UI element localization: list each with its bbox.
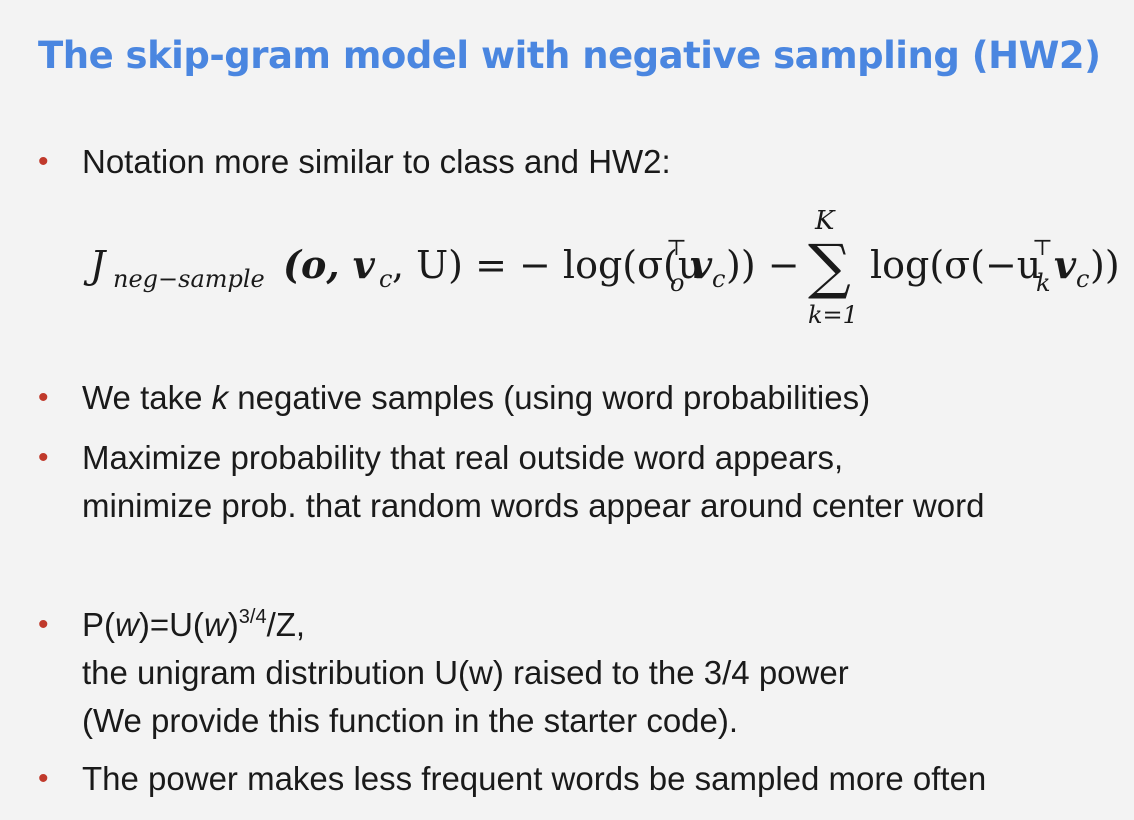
- formula-sum-lower: k=1: [808, 301, 858, 329]
- formula-transpose-1: ⊤: [666, 236, 687, 261]
- bullet-dot: •: [38, 762, 49, 795]
- formula-mid: )) −: [726, 243, 800, 287]
- formula-sum-upper: K: [814, 206, 836, 236]
- text-k: k: [211, 379, 229, 416]
- bullet-dot: •: [38, 608, 49, 641]
- formula-subscript: neg−sample: [113, 265, 265, 293]
- formula-args: (o, v: [283, 242, 376, 287]
- formula-log2: log(σ(−u: [870, 243, 1041, 287]
- formula-end: )): [1090, 243, 1120, 287]
- formula-sub-k: k: [1036, 269, 1051, 297]
- formula-sub-c3: c: [1076, 265, 1089, 293]
- formula-v2: v: [1054, 242, 1077, 287]
- formula-j: J: [83, 243, 107, 287]
- text-line-2: minimize prob. that random words appear …: [82, 487, 985, 524]
- text-line-1: P(w)=U(w)3/4/Z,: [82, 606, 306, 643]
- exponent: 3/4: [238, 606, 267, 628]
- formula-v1: v: [690, 242, 713, 287]
- text-prefix: We take: [82, 379, 212, 416]
- formula-rhs: , U) = − log(σ(u: [392, 243, 702, 287]
- text-line-1: Maximize probability that real outside w…: [82, 439, 844, 476]
- slide-title: The skip-gram model with negative sampli…: [38, 34, 1101, 77]
- formula-sum-symbol: ∑: [808, 232, 851, 302]
- objective-formula: J neg−sample (o, v c , U) = − log(σ(u o …: [83, 206, 1120, 329]
- bullet-dot: •: [38, 145, 49, 178]
- bullet-dot: •: [38, 441, 49, 474]
- formula-sub-c1: c: [379, 265, 392, 293]
- formula-sub-c2: c: [712, 265, 725, 293]
- formula-sub-o: o: [670, 269, 684, 297]
- bullet-text: Maximize probability that real outside w…: [82, 434, 984, 530]
- text-line-2: the unigram distribution U(w) raised to …: [82, 654, 849, 691]
- bullet-text: We take k negative samples (using word p…: [82, 374, 870, 422]
- text-suffix: negative samples (using word probabiliti…: [228, 379, 871, 416]
- bullet-text: The power makes less frequent words be s…: [82, 760, 987, 797]
- bullet-text: Notation more similar to class and HW2:: [82, 143, 671, 180]
- formula-transpose-2: ⊤: [1032, 236, 1053, 261]
- bullet-text: P(w)=U(w)3/4/Z, the unigram distribution…: [82, 601, 849, 745]
- bullet-dot: •: [38, 381, 49, 414]
- text-line-3: (We provide this function in the starter…: [82, 702, 739, 739]
